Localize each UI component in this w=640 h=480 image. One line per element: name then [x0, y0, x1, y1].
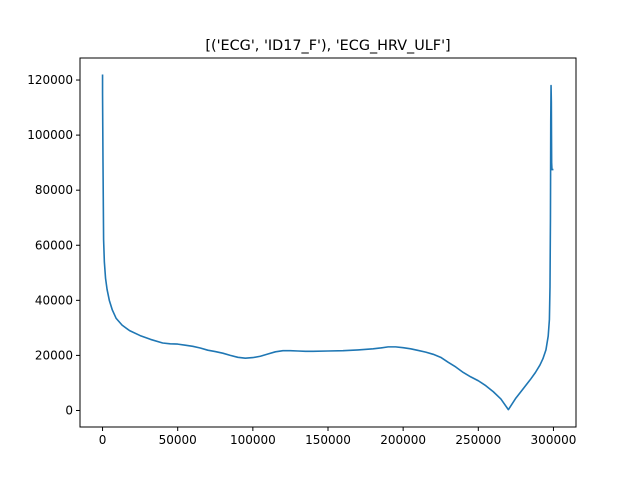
- y-tick-label: 100000: [27, 128, 73, 142]
- x-tick-label: 150000: [305, 433, 351, 447]
- y-tick-label: 120000: [27, 73, 73, 87]
- y-axis-ticks: 0 20000 40000 60000 80000 100000 120000: [27, 73, 80, 417]
- series-line-0: [101, 74, 554, 411]
- x-tick-label: 200000: [380, 433, 426, 447]
- x-tick-label: 0: [99, 433, 107, 447]
- chart-title: [('ECG', 'ID17_F'), 'ECG_HRV_ULF']: [205, 38, 450, 54]
- y-tick-label: 80000: [35, 183, 73, 197]
- x-tick-label: 250000: [455, 433, 501, 447]
- y-tick-label: 60000: [35, 238, 73, 252]
- y-tick-label: 0: [65, 403, 73, 417]
- axes-frame: [79, 57, 577, 428]
- y-tick-label: 20000: [35, 348, 73, 362]
- plot-area: [101, 74, 554, 411]
- x-tick-label: 300000: [531, 433, 577, 447]
- x-tick-label: 100000: [230, 433, 276, 447]
- x-tick-label: 50000: [159, 433, 197, 447]
- y-tick-label: 40000: [35, 293, 73, 307]
- x-axis-ticks: 0 50000 100000 150000 200000 250000 300000: [99, 427, 577, 447]
